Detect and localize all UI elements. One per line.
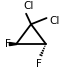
Text: Cl: Cl: [24, 1, 34, 11]
Text: Cl: Cl: [50, 16, 60, 26]
Text: F: F: [5, 39, 11, 49]
Text: F: F: [36, 59, 41, 69]
Polygon shape: [9, 42, 16, 46]
